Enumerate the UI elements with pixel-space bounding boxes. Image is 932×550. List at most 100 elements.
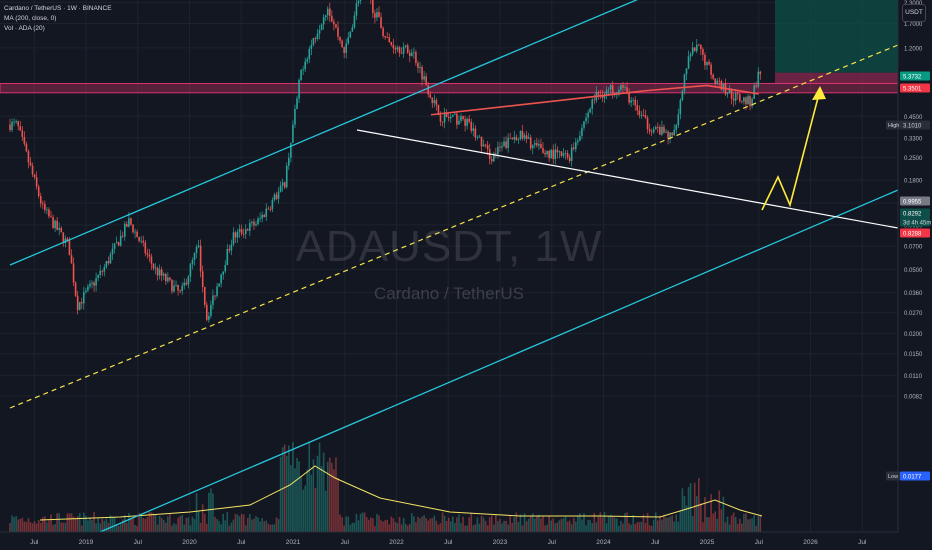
candle-body [261,214,263,219]
volume-bar [255,516,257,532]
time-axis[interactable]: Jul 2019 Jul 2020 Jul 2021 Jul 2022 Jul 2023 Jul 20… [0,531,898,550]
candle-body [681,90,684,100]
candle-body [396,47,399,50]
volume-bar [119,524,122,532]
volume-bar [39,522,42,532]
candle-body [712,74,714,79]
candle-body [734,93,737,101]
candle-body [704,54,706,66]
volume-bar [587,519,589,532]
candle-body [50,216,52,218]
candle-body [609,85,612,90]
volume-bar [425,518,427,532]
volume-bar [324,490,327,532]
candle-body [195,246,198,253]
volume-bar [736,523,739,532]
candle-body [234,232,237,238]
time-tick-label: Jul [341,539,350,546]
candle-body [708,61,710,65]
candle-body [339,36,341,41]
volume-bar [683,495,686,532]
candle-body [585,117,587,122]
candle-body [193,252,196,260]
candle-body [134,231,136,233]
volume-bar [46,522,48,532]
volume-bar [431,518,434,532]
candle-body [634,99,637,106]
candle-body [429,94,432,98]
candle-body [679,99,682,115]
volume-bar [384,520,386,532]
volume-bar [103,520,106,532]
candle-body [677,114,680,126]
candles [9,0,762,323]
candle-body [343,47,345,53]
volume-bar [521,525,524,532]
volume-bar [89,517,91,532]
stop-zone [775,72,898,84]
candle-body [568,157,571,162]
candle-body [208,315,210,320]
volume-bar [201,504,204,532]
volume-bar [144,519,147,532]
volume-bar [214,516,216,532]
candle-body [267,208,270,210]
volume-bar [44,516,46,532]
volume-bar [728,524,731,532]
volume-bar [72,516,75,532]
volume-bar [11,515,13,532]
candle-body [419,66,421,68]
volume-bar [675,514,678,532]
volume-bar [117,525,120,532]
candle-body [749,96,751,107]
candle-body [44,203,46,210]
volume-bar [357,520,360,532]
price-badge-resistance: 0.9955 [903,199,922,205]
volume-bar [482,517,485,532]
candle-body [201,271,204,287]
candle-body [124,223,126,237]
candle-body [25,143,28,152]
candle-body [23,136,26,144]
volume-bar [544,525,546,532]
candle-body [392,44,395,49]
price-axis[interactable]: 14.000010.50007.50004.10002.30001.70001.… [886,0,932,550]
volume-bar [29,522,32,532]
candle-body [726,93,729,95]
ma-200-line [430,84,759,116]
candle-body [64,238,67,243]
volume-bar [415,522,417,532]
volume-bar [605,523,608,532]
volume-bar [189,525,192,532]
candle-body [296,98,298,110]
candle-body [156,267,159,276]
volume-bar [238,516,241,532]
candle-body [554,149,557,159]
volume-bar [546,524,548,532]
candle-body [154,267,157,269]
currency-button[interactable]: USDT [902,4,926,22]
candle-body [730,89,733,99]
candle-body [757,71,760,87]
volume-bar [128,513,130,532]
candle-body [210,304,212,316]
volume-bar [443,515,446,532]
price-tick-label: 1.2000 [904,46,923,52]
candle-body [376,12,378,18]
volume-indicator-label[interactable]: Vol · ADA (20) [4,25,45,32]
volume-bar [150,512,153,532]
candle-body [472,128,475,131]
ma-indicator-label[interactable]: MA (200, close, 0) [4,15,57,22]
volume-bar [87,520,89,532]
volume-bar [60,522,63,532]
candle-body [632,99,634,101]
volume-bar [138,513,140,532]
candle-body [349,31,352,38]
symbol-title[interactable]: Cardano / TetherUS · 1W · BINANCE [4,5,112,12]
candle-body [121,235,124,237]
volume-bar [476,517,479,532]
candle-body [359,0,362,1]
volume-bar [390,516,393,532]
volume-bar [589,519,591,532]
